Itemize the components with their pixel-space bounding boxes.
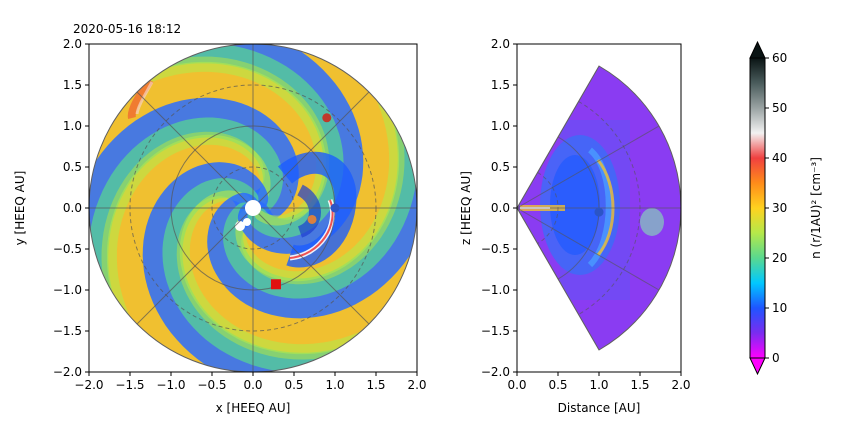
marker-square: [270, 279, 281, 290]
y-tick-label: −1.0: [481, 283, 510, 297]
left-title: 2020-05-16 18:12: [73, 22, 181, 36]
colorbar-tick-label: 10: [772, 301, 787, 315]
y-tick-label: 1.0: [491, 119, 510, 133]
marker-circle: [322, 113, 332, 123]
spiral-arm: [127, 44, 344, 239]
marker-circle: [594, 207, 604, 217]
colorbar-label: n (r/1AU)² [cm⁻³]: [809, 157, 823, 259]
spiral-arm: [222, 82, 417, 299]
spiral-arm: [162, 177, 379, 372]
left-guide-radial: [136, 207, 254, 325]
colorbar-tick-label: 0: [772, 351, 780, 365]
left-guide-radial: [252, 91, 370, 209]
right-guide-arc: [537, 172, 559, 244]
sun-marker: [245, 200, 261, 216]
y-tick-label: −2.0: [53, 365, 82, 379]
y-tick-label: 0.5: [63, 160, 82, 174]
colorbar-tick-label: 40: [772, 151, 787, 165]
y-tick-label: −0.5: [481, 242, 510, 256]
y-tick-label: 2.0: [63, 37, 82, 51]
left-panel: 2020-05-16 18:12 −2.0 −1.5 −1.0 −0.5 0.0 0.5 1…: [13, 22, 427, 415]
right-y-ticks: −2.0 −1.5 −1.0 −0.5 0.0 0.5 1.0 1.5 2.0: [481, 37, 517, 379]
x-tick-label: 1.5: [366, 378, 385, 392]
left-markers: [245, 113, 340, 290]
colorbar-tick-label: 50: [772, 101, 787, 115]
y-tick-label: 1.0: [63, 119, 82, 133]
x-tick-label: 1.5: [630, 378, 649, 392]
left-x-ticks: −2.0 −1.5 −1.0 −0.5 0.0 0.5 1.0 1.5 2.0: [74, 372, 427, 392]
y-tick-label: 0.0: [63, 201, 82, 215]
left-x-axis-label: x [HEEQ AU]: [216, 401, 291, 415]
left-y-ticks: −2.0 −1.5 −1.0 −0.5 0.0 0.5 1.0 1.5 2.0: [53, 37, 89, 379]
spiral-arm: [235, 52, 400, 282]
x-tick-label: −1.5: [115, 378, 144, 392]
left-guide-radial: [136, 91, 254, 209]
y-tick-label: 1.5: [491, 78, 510, 92]
y-tick-label: −1.5: [53, 324, 82, 338]
right-guide-arc: [578, 101, 641, 315]
x-tick-label: 1.0: [325, 378, 344, 392]
right-y-axis-label: z [HEEQ AU]: [459, 171, 473, 245]
y-tick-label: −0.5: [53, 242, 82, 256]
y-tick-label: 2.0: [491, 37, 510, 51]
colorbar-tick-label: 60: [772, 51, 787, 65]
x-tick-label: −0.5: [197, 378, 226, 392]
left-y-axis-label: y [HEEQ AU]: [13, 171, 27, 246]
y-tick-label: −1.5: [481, 324, 510, 338]
x-tick-label: 0.0: [507, 378, 526, 392]
left-guide-radial: [252, 207, 370, 325]
x-tick-label: 0.5: [548, 378, 567, 392]
x-tick-label: 1.0: [589, 378, 608, 392]
y-tick-label: 1.5: [63, 78, 82, 92]
spiral-arm: [89, 117, 284, 334]
colorbar-max-extend: [749, 40, 766, 59]
marker-circle: [307, 214, 317, 224]
x-tick-label: −1.0: [156, 378, 185, 392]
x-tick-label: 2.0: [407, 378, 426, 392]
right-x-ticks: 0.0 0.5 1.0 1.5 2.0: [507, 372, 691, 392]
spiral-arm: [106, 134, 271, 364]
marker-circle: [330, 203, 340, 213]
x-tick-label: 2.0: [671, 378, 690, 392]
colorbar-ticks: 0 10 20 30 40 50 60: [765, 51, 787, 365]
right-x-axis-label: Distance [AU]: [558, 401, 641, 415]
y-tick-label: −1.0: [53, 283, 82, 297]
y-tick-label: 0.0: [491, 201, 510, 215]
y-tick-label: 0.5: [491, 160, 510, 174]
spiral-arm: [179, 190, 409, 355]
right-markers: [594, 207, 604, 217]
colorbar-tick-label: 20: [772, 251, 787, 265]
colorbar: 0 10 20 30 40 50 60 n (r/1AU)² [cm⁻³]: [749, 40, 823, 376]
x-tick-label: 0.5: [284, 378, 303, 392]
colorbar-min-extend: [749, 357, 766, 376]
x-tick-label: 0.0: [243, 378, 262, 392]
x-tick-label: −2.0: [74, 378, 103, 392]
spiral-arm: [97, 61, 327, 226]
y-tick-label: −2.0: [481, 365, 510, 379]
right-panel: 0.0 0.5 1.0 1.5 2.0 −2.0 −1.5 −1.0 −0.5 0.0 0.5 1.…: [459, 37, 691, 415]
colorbar-body: [749, 57, 766, 359]
left-heatmap: [89, 44, 417, 372]
colorbar-tick-label: 30: [772, 201, 787, 215]
